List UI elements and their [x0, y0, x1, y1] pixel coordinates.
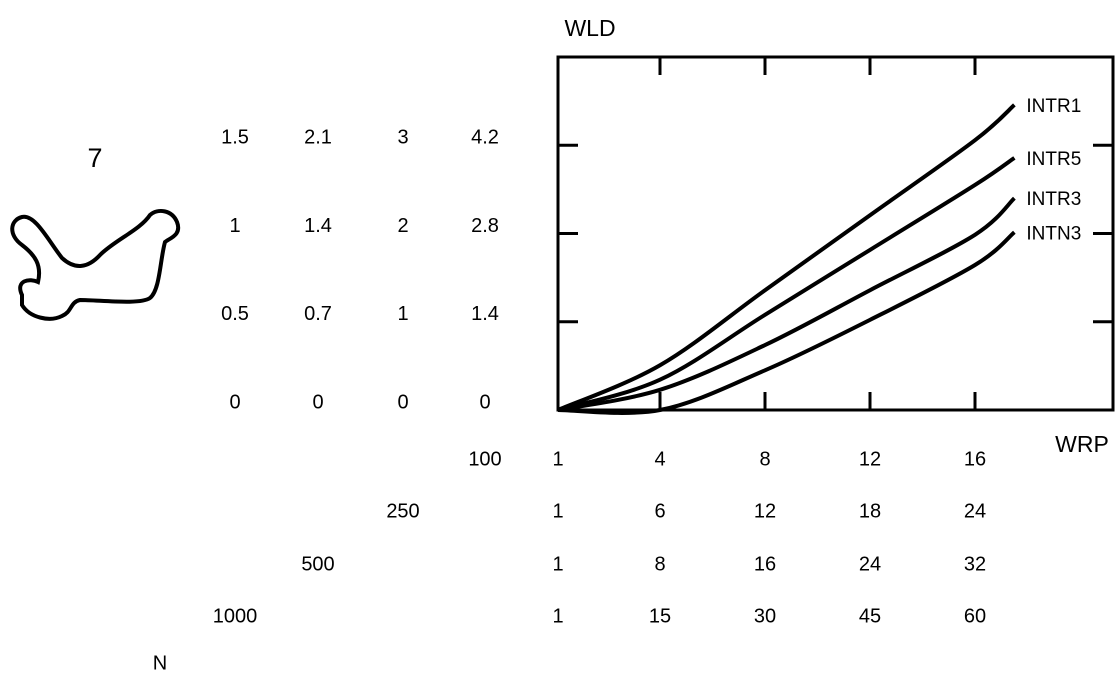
n-label: N — [153, 652, 167, 674]
x-tick-label: 1 — [552, 448, 563, 470]
x-tick-label: 16 — [754, 553, 776, 575]
series-label: INTN3 — [1026, 223, 1081, 244]
y-tick-label: 0.7 — [304, 303, 332, 325]
y-axis-label: WLD — [564, 15, 615, 41]
x-tick-label: 16 — [964, 448, 986, 470]
x-tick-label: 8 — [759, 448, 770, 470]
y-tick-label: 4.2 — [471, 127, 499, 149]
n-value: 100 — [468, 448, 501, 470]
y-tick-label: 1.5 — [221, 127, 249, 149]
y-tick-label: 3 — [397, 127, 408, 149]
n-value: 1000 — [213, 605, 258, 627]
curve — [558, 232, 1014, 413]
x-tick-label: 1 — [552, 553, 563, 575]
y-tick-label: 1 — [397, 303, 408, 325]
y-tick-label: 1 — [229, 215, 240, 237]
x-tick-label: 15 — [649, 605, 671, 627]
x-tick-label: 4 — [654, 448, 665, 470]
figure: 7 WLD WRP N 00.511.5100011530456000.71.4… — [0, 0, 1116, 674]
y-tick-label: 0 — [312, 391, 323, 413]
series-label: INTR1 — [1026, 96, 1081, 117]
curve — [558, 105, 1014, 410]
x-tick-label: 32 — [964, 553, 986, 575]
n-value: 250 — [386, 500, 419, 522]
y-tick-label: 2 — [397, 215, 408, 237]
y-tick-label: 1.4 — [471, 303, 499, 325]
x-tick-label: 1 — [552, 500, 563, 522]
x-tick-label: 24 — [964, 500, 986, 522]
y-tick-label: 0 — [479, 391, 490, 413]
x-tick-label: 8 — [654, 553, 665, 575]
x-tick-label: 45 — [859, 605, 881, 627]
n-value: 500 — [301, 553, 334, 575]
x-tick-label: 6 — [654, 500, 665, 522]
series-label: INTR5 — [1026, 149, 1081, 170]
y-tick-label: 0 — [229, 391, 240, 413]
x-tick-label: 12 — [754, 500, 776, 522]
y-tick-label: 2.8 — [471, 215, 499, 237]
x-tick-label: 18 — [859, 500, 881, 522]
x-tick-label: 24 — [859, 553, 881, 575]
y-tick-label: 0.5 — [221, 303, 249, 325]
x-tick-label: 30 — [754, 605, 776, 627]
curve — [558, 158, 1014, 410]
x-tick-label: 60 — [964, 605, 986, 627]
figure-number: 7 — [87, 143, 102, 173]
island-outline — [12, 211, 178, 319]
series-label: INTR3 — [1026, 189, 1081, 210]
y-tick-label: 2.1 — [304, 127, 332, 149]
y-tick-label: 1.4 — [304, 215, 332, 237]
x-axis-label: WRP — [1055, 431, 1109, 457]
x-tick-label: 12 — [859, 448, 881, 470]
y-tick-label: 0 — [397, 391, 408, 413]
curve — [558, 198, 1014, 410]
x-tick-label: 1 — [552, 605, 563, 627]
